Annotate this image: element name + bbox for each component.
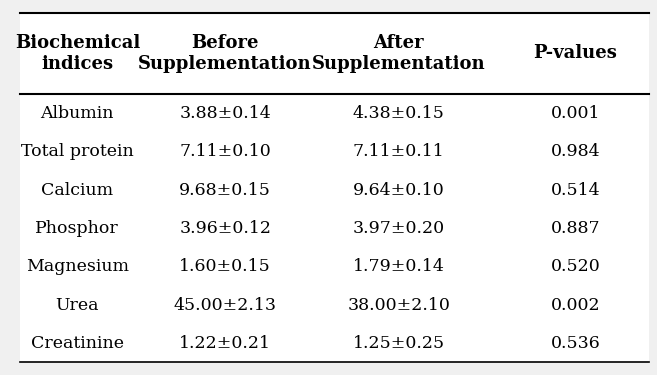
Text: Urea: Urea (56, 297, 99, 314)
Text: 1.25±0.25: 1.25±0.25 (353, 335, 445, 352)
Text: 9.64±0.10: 9.64±0.10 (353, 182, 445, 199)
Text: After
Supplementation: After Supplementation (312, 34, 486, 73)
Text: Phosphor: Phosphor (35, 220, 119, 237)
Text: Creatinine: Creatinine (31, 335, 124, 352)
Text: Calcium: Calcium (41, 182, 114, 199)
Text: 0.001: 0.001 (551, 105, 600, 122)
Text: 45.00±2.13: 45.00±2.13 (173, 297, 277, 314)
Text: 0.887: 0.887 (551, 220, 600, 237)
Text: 7.11±0.11: 7.11±0.11 (353, 143, 445, 160)
Text: 9.68±0.15: 9.68±0.15 (179, 182, 271, 199)
Text: Biochemical
indices: Biochemical indices (14, 34, 140, 73)
Text: 0.520: 0.520 (551, 258, 600, 275)
Text: 1.22±0.21: 1.22±0.21 (179, 335, 271, 352)
Text: 0.514: 0.514 (551, 182, 600, 199)
Text: 3.88±0.14: 3.88±0.14 (179, 105, 271, 122)
Text: P-values: P-values (533, 45, 617, 63)
Text: 7.11±0.10: 7.11±0.10 (179, 143, 271, 160)
Text: 0.002: 0.002 (551, 297, 600, 314)
Text: Magnesium: Magnesium (26, 258, 129, 275)
Text: 3.96±0.12: 3.96±0.12 (179, 220, 271, 237)
Text: Total protein: Total protein (21, 143, 134, 160)
Text: 1.79±0.14: 1.79±0.14 (353, 258, 445, 275)
Text: Before
Supplementation: Before Supplementation (139, 34, 312, 73)
Text: 38.00±2.10: 38.00±2.10 (347, 297, 450, 314)
Text: 0.536: 0.536 (551, 335, 600, 352)
Text: 1.60±0.15: 1.60±0.15 (179, 258, 271, 275)
Text: 0.984: 0.984 (551, 143, 600, 160)
Text: Albumin: Albumin (41, 105, 114, 122)
Text: 4.38±0.15: 4.38±0.15 (353, 105, 445, 122)
Text: 3.97±0.20: 3.97±0.20 (353, 220, 445, 237)
